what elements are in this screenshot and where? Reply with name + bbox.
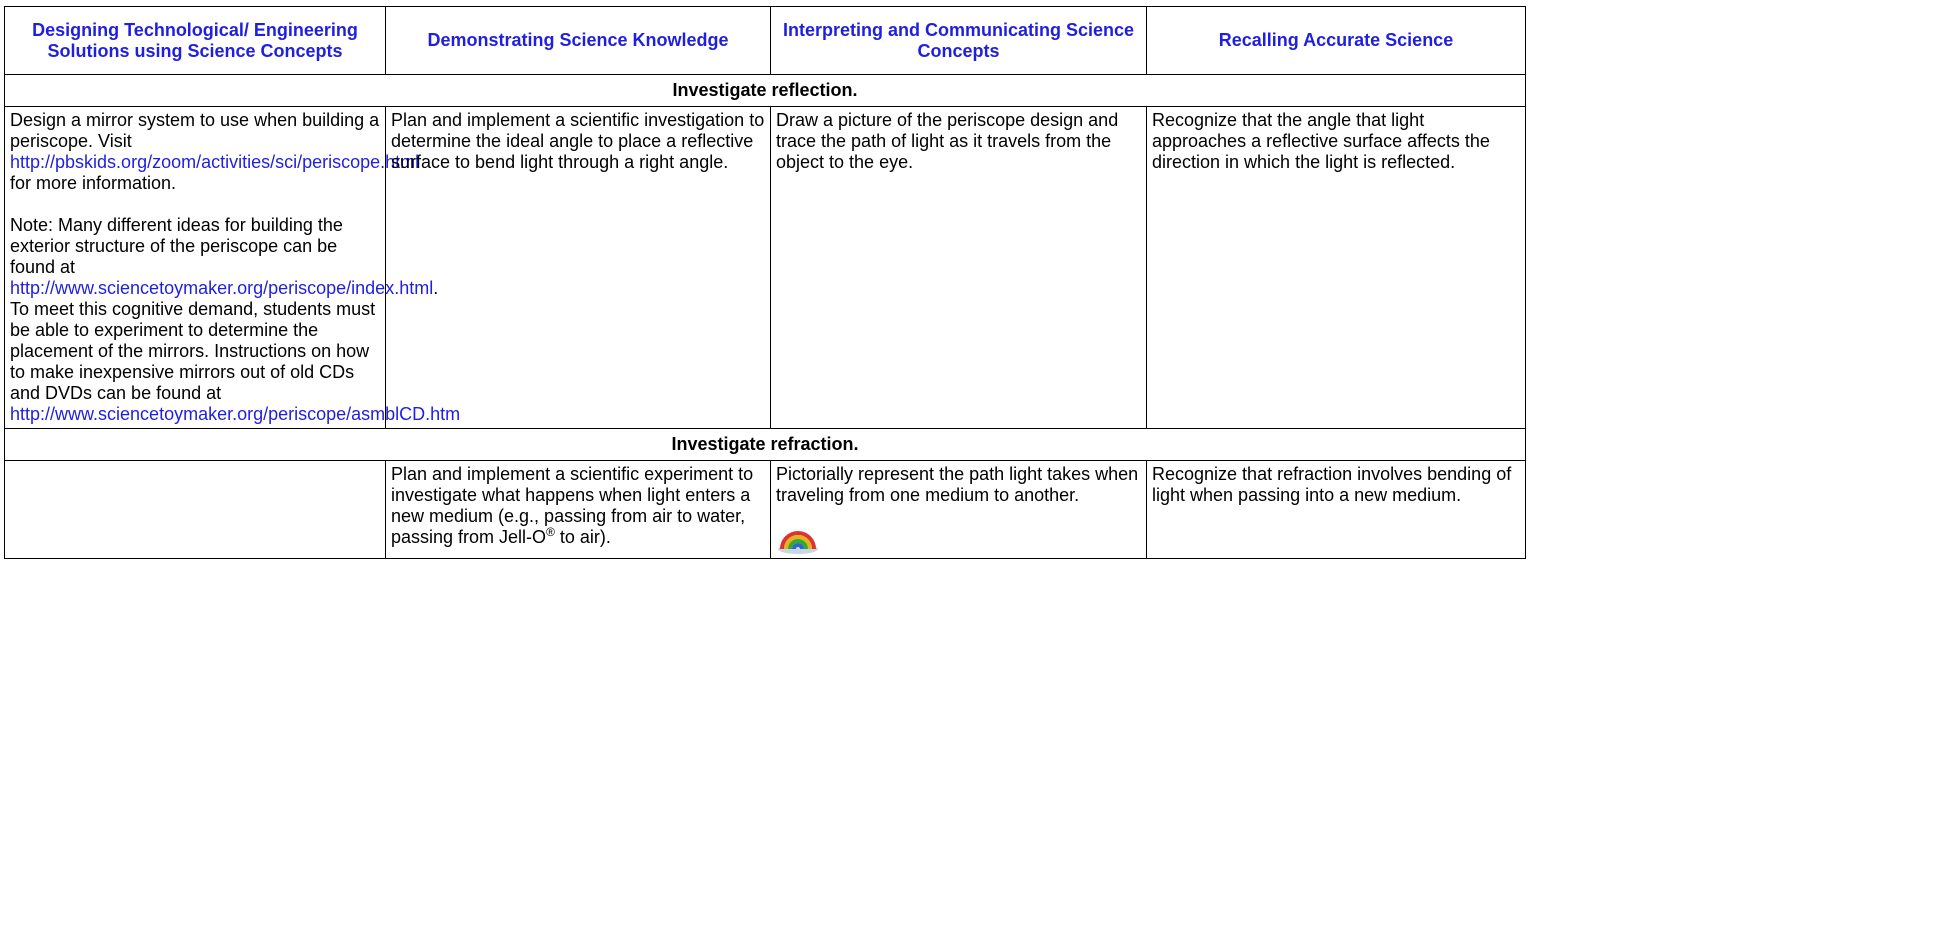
paragraph: Recognize that refraction involves bendi…: [1152, 464, 1520, 506]
text: Recognize that the angle that light appr…: [1152, 110, 1490, 172]
icon-arc: [788, 539, 808, 550]
paragraph: Recognize that the angle that light appr…: [1152, 110, 1520, 173]
cell: Draw a picture of the periscope design a…: [770, 106, 1147, 429]
paragraph: Pictorially represent the path light tak…: [776, 464, 1141, 506]
section-row: Investigate reflection.: [4, 74, 1526, 107]
icon-arc: [780, 531, 816, 550]
cell: Recognize that refraction involves bendi…: [1146, 460, 1526, 559]
cell: Pictorially represent the path light tak…: [770, 460, 1147, 559]
cell: Plan and implement a scientific experime…: [385, 460, 771, 559]
paragraph: Design a mirror system to use when build…: [10, 110, 419, 194]
column-header: Designing Technological/ Engineering Sol…: [4, 6, 386, 75]
section-row: Investigate refraction.: [4, 428, 1526, 461]
cell: Plan and implement a scientific investig…: [385, 106, 771, 429]
link[interactable]: http://www.sciencetoymaker.org/periscope…: [10, 278, 434, 298]
section-title: Investigate refraction.: [4, 428, 1526, 461]
text: to air).: [554, 527, 611, 547]
cell: Design a mirror system to use when build…: [4, 106, 460, 429]
text: Plan and implement a scientific experime…: [391, 464, 754, 547]
text: Recognize that refraction involves bendi…: [1152, 464, 1512, 505]
icon: [778, 531, 818, 554]
column-header: Interpreting and Communicating Science C…: [770, 6, 1147, 75]
paragraph: Plan and implement a scientific experime…: [391, 464, 765, 548]
text: Plan and implement a scientific investig…: [391, 110, 765, 172]
text: Note: Many different ideas for building …: [10, 215, 343, 277]
cell: Recognize that the angle that light appr…: [1146, 106, 1526, 429]
column-header: Demonstrating Science Knowledge: [385, 6, 771, 75]
content-row: Plan and implement a scientific experime…: [4, 460, 1526, 559]
paragraph: Draw a picture of the periscope design a…: [776, 110, 1141, 173]
table-container: Designing Technological/ Engineering Sol…: [4, 6, 1526, 559]
text: Design a mirror system to use when build…: [10, 110, 380, 151]
column-header: Recalling Accurate Science: [1146, 6, 1526, 75]
text: for more information.: [10, 173, 177, 193]
text: Pictorially represent the path light tak…: [776, 464, 1139, 505]
rubric-table: Designing Technological/ Engineering Sol…: [4, 6, 1526, 559]
link[interactable]: http://www.sciencetoymaker.org/periscope…: [10, 404, 461, 424]
icon-arc: [784, 535, 812, 550]
header-row: Designing Technological/ Engineering Sol…: [4, 6, 1526, 75]
text: Draw a picture of the periscope design a…: [776, 110, 1119, 172]
paragraph: Note: Many different ideas for building …: [10, 215, 460, 425]
text: . To meet this cognitive demand, student…: [10, 278, 439, 403]
section-title: Investigate reflection.: [4, 74, 1526, 107]
icon-arc: [792, 543, 804, 550]
link[interactable]: http://pbskids.org/zoom/activities/sci/p…: [10, 152, 420, 172]
cell: [4, 460, 386, 559]
content-row: Design a mirror system to use when build…: [4, 106, 1526, 429]
paragraph: Plan and implement a scientific investig…: [391, 110, 765, 173]
superscript: ®: [546, 525, 555, 539]
